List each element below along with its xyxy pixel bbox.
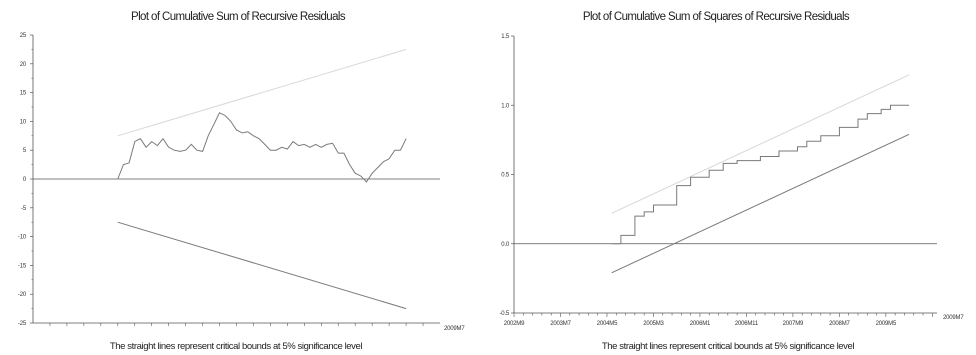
- cusum-x-ticks: [49, 323, 424, 326]
- cusumsq-chart-caption: The straight lines represent critical bo…: [602, 341, 855, 352]
- cusum-y-tick-label: 0: [23, 177, 27, 183]
- cusumsq-x-tick-label: 2002M9: [504, 321, 525, 327]
- cusum-y-tick-label: -10: [18, 235, 27, 241]
- cusum-x-tick-label: 2009M7: [444, 326, 465, 332]
- cusumsq-y-tick-label: 0.0: [501, 242, 510, 248]
- cusum-y-tick-label: -20: [18, 292, 27, 298]
- cusumsq-series-line: [611, 104, 910, 245]
- cusum-y-tick-label: 15: [20, 91, 27, 97]
- cusum-y-tick-label: 5: [23, 148, 27, 154]
- cusum-chart-caption: The straight lines represent critical bo…: [110, 341, 363, 352]
- cusumsq-y-tick-label: 1.5: [501, 34, 510, 40]
- cusum-chart: Plot of Cumulative Sum of Recursive Resi…: [18, 11, 466, 352]
- cusumsq-x-tick-label: 2003M7: [550, 321, 571, 327]
- cusumsq-x-tick-label: 2005M3: [643, 321, 664, 327]
- cusumsq-x-tick-label: 2004M5: [597, 321, 618, 327]
- cusumsq-lower-bound: [611, 133, 910, 274]
- cusum-y-tick-label: 20: [20, 62, 27, 68]
- cusum-y-tick-label: 25: [20, 33, 27, 39]
- cusum-lower-bound: [117, 221, 407, 310]
- cusum-y-ticks: 25 20 15 10 5 0 -5 -10 -15 -20 -25: [18, 33, 33, 327]
- cusumsq-x-tick-label: 2006M11: [735, 321, 759, 327]
- cusumsq-x-tick-label: 2009M7: [943, 315, 964, 321]
- cusumsq-chart-title: Plot of Cumulative Sum of Squares of Rec…: [583, 11, 850, 23]
- cusumsq-upper-bound: [611, 74, 910, 214]
- cusumsq-y-tick-label: 1.0: [501, 103, 510, 109]
- cusumsq-x-ticks: 2002M9 2003M7 2004M5 2005M3 2006M1 2006M11 200…: [504, 313, 965, 327]
- cusumsq-x-tick-label: 2009M5: [876, 321, 897, 327]
- cusum-y-tick-label: 10: [20, 119, 27, 125]
- cusumsq-y-ticks: 1.5 1.0 0.5 0.0 -0.5: [499, 34, 514, 317]
- cusum-series-line: [117, 112, 407, 183]
- cusumsq-x-tick-label: 2006M1: [690, 321, 711, 327]
- cusum-y-tick-label: -25: [18, 321, 27, 327]
- cusumsq-y-tick-label: -0.5: [499, 311, 509, 317]
- cusumsq-chart: Plot of Cumulative Sum of Squares of Rec…: [499, 11, 964, 352]
- cusum-y-tick-label: -15: [18, 263, 27, 269]
- cusum-chart-title: Plot of Cumulative Sum of Recursive Resi…: [131, 11, 346, 23]
- cusum-upper-bound: [117, 48, 407, 137]
- cusum-y-tick-label: -5: [21, 206, 27, 212]
- cusumsq-y-tick-label: 0.5: [501, 173, 510, 179]
- cusumsq-x-tick-label: 2007M9: [783, 321, 804, 327]
- cusumsq-x-tick-label: 2008M7: [829, 321, 850, 327]
